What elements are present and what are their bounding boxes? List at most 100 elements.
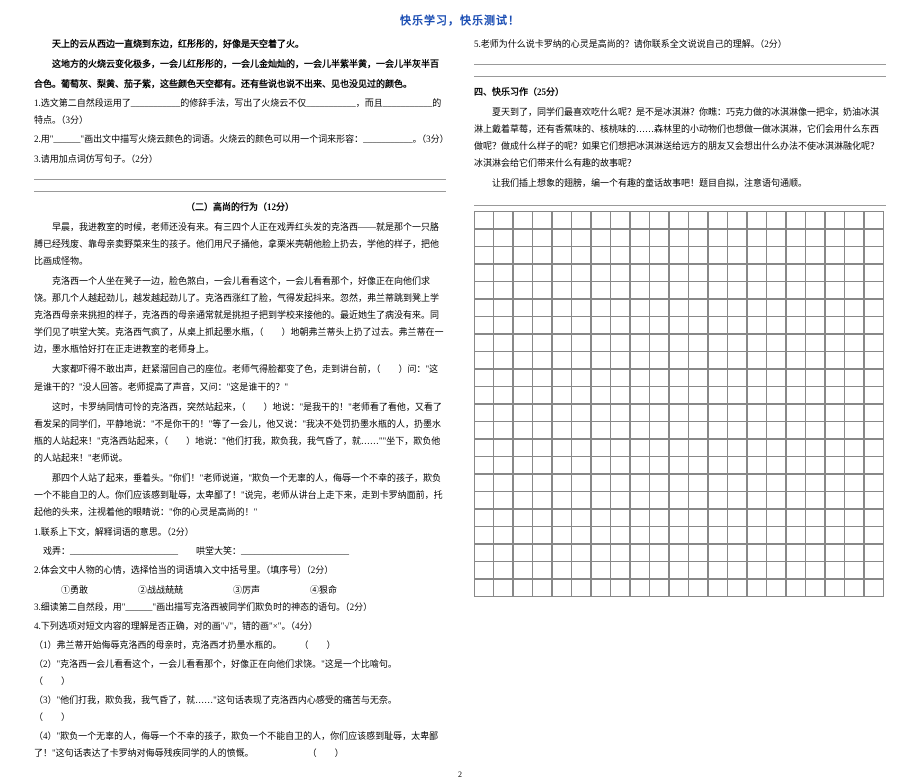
grid-cell bbox=[669, 281, 689, 299]
grid-cell bbox=[532, 439, 552, 457]
grid-cell bbox=[649, 509, 669, 527]
grid-cell bbox=[747, 264, 767, 282]
grid-cell bbox=[805, 579, 825, 597]
opt-2: ②战战兢兢 bbox=[138, 582, 183, 599]
lq1b: 戏弄：________________________ 哄堂大笑：_______… bbox=[34, 543, 446, 560]
grid-cell bbox=[708, 316, 728, 334]
grid-cell bbox=[493, 211, 513, 229]
grid-cell bbox=[727, 211, 747, 229]
grid-cell bbox=[864, 561, 884, 579]
grid-cell bbox=[747, 544, 767, 562]
grid-cell bbox=[825, 491, 845, 509]
grid-cell bbox=[493, 316, 513, 334]
grid-cell bbox=[727, 509, 747, 527]
title-line bbox=[474, 196, 886, 206]
passage2-title: （二）高尚的行为（12分） bbox=[34, 200, 446, 213]
grid-cell bbox=[766, 561, 786, 579]
grid-cell bbox=[766, 544, 786, 562]
grid-cell bbox=[825, 509, 845, 527]
grid-cell bbox=[591, 544, 611, 562]
grid-cell bbox=[669, 334, 689, 352]
grid-cell bbox=[591, 316, 611, 334]
grid-row bbox=[474, 369, 886, 387]
grid-cell bbox=[552, 299, 572, 317]
grid-cell bbox=[805, 246, 825, 264]
grid-cell bbox=[688, 299, 708, 317]
grid-cell bbox=[649, 229, 669, 247]
grid-cell bbox=[844, 491, 864, 509]
grid-cell bbox=[493, 264, 513, 282]
grid-cell bbox=[825, 369, 845, 387]
grid-row bbox=[474, 404, 886, 422]
grid-cell bbox=[493, 509, 513, 527]
grid-row bbox=[474, 334, 886, 352]
grid-cell bbox=[708, 246, 728, 264]
grid-cell bbox=[493, 439, 513, 457]
grid-cell bbox=[513, 421, 533, 439]
grid-cell bbox=[786, 246, 806, 264]
grid-cell bbox=[766, 491, 786, 509]
grid-cell bbox=[844, 299, 864, 317]
grid-cell bbox=[727, 281, 747, 299]
grid-row bbox=[474, 422, 886, 440]
grid-cell bbox=[747, 299, 767, 317]
grid-cell bbox=[786, 544, 806, 562]
grid-cell bbox=[688, 369, 708, 387]
grid-cell bbox=[552, 474, 572, 492]
grid-cell bbox=[552, 579, 572, 597]
grid-cell bbox=[493, 246, 513, 264]
grid-cell bbox=[571, 281, 591, 299]
grid-cell bbox=[591, 526, 611, 544]
grid-cell bbox=[571, 579, 591, 597]
grid-cell bbox=[630, 264, 650, 282]
grid-cell bbox=[825, 334, 845, 352]
grid-row bbox=[474, 317, 886, 335]
grid-cell bbox=[493, 421, 513, 439]
grid-cell bbox=[649, 439, 669, 457]
grid-cell bbox=[669, 229, 689, 247]
grid-cell bbox=[571, 439, 591, 457]
grid-cell bbox=[630, 281, 650, 299]
grid-cell bbox=[669, 404, 689, 422]
grid-cell bbox=[474, 369, 494, 387]
grid-cell bbox=[747, 579, 767, 597]
grid-cell bbox=[493, 281, 513, 299]
grid-cell bbox=[532, 421, 552, 439]
grid-cell bbox=[864, 351, 884, 369]
grid-cell bbox=[786, 264, 806, 282]
grid-cell bbox=[844, 579, 864, 597]
grid-cell bbox=[610, 211, 630, 229]
grid-cell bbox=[630, 491, 650, 509]
grid-cell bbox=[727, 474, 747, 492]
grid-cell bbox=[688, 229, 708, 247]
grid-cell bbox=[513, 474, 533, 492]
grid-cell bbox=[766, 316, 786, 334]
grid-cell bbox=[513, 334, 533, 352]
grid-cell bbox=[805, 491, 825, 509]
page-columns: 天上的云从西边一直烧到东边，红彤彤的，好像是天空着了火。 这地方的火烧云变化极多… bbox=[34, 36, 886, 764]
grid-cell bbox=[727, 561, 747, 579]
grid-cell bbox=[571, 544, 591, 562]
grid-cell bbox=[513, 316, 533, 334]
grid-cell bbox=[630, 386, 650, 404]
grid-row bbox=[474, 527, 886, 545]
grid-cell bbox=[649, 264, 669, 282]
grid-cell bbox=[825, 544, 845, 562]
grid-cell bbox=[688, 491, 708, 509]
grid-cell bbox=[532, 351, 552, 369]
grid-cell bbox=[669, 579, 689, 597]
grid-cell bbox=[766, 264, 786, 282]
grid-cell bbox=[474, 211, 494, 229]
left-column: 天上的云从西边一直烧到东边，红彤彤的，好像是天空着了火。 这地方的火烧云变化极多… bbox=[34, 36, 446, 764]
grid-cell bbox=[669, 386, 689, 404]
grid-cell bbox=[825, 404, 845, 422]
grid-cell bbox=[747, 509, 767, 527]
grid-cell bbox=[474, 351, 494, 369]
grid-cell bbox=[630, 439, 650, 457]
grid-cell bbox=[805, 421, 825, 439]
grid-cell bbox=[805, 386, 825, 404]
grid-cell bbox=[630, 526, 650, 544]
grid-cell bbox=[649, 404, 669, 422]
grid-cell bbox=[864, 456, 884, 474]
grid-cell bbox=[474, 404, 494, 422]
